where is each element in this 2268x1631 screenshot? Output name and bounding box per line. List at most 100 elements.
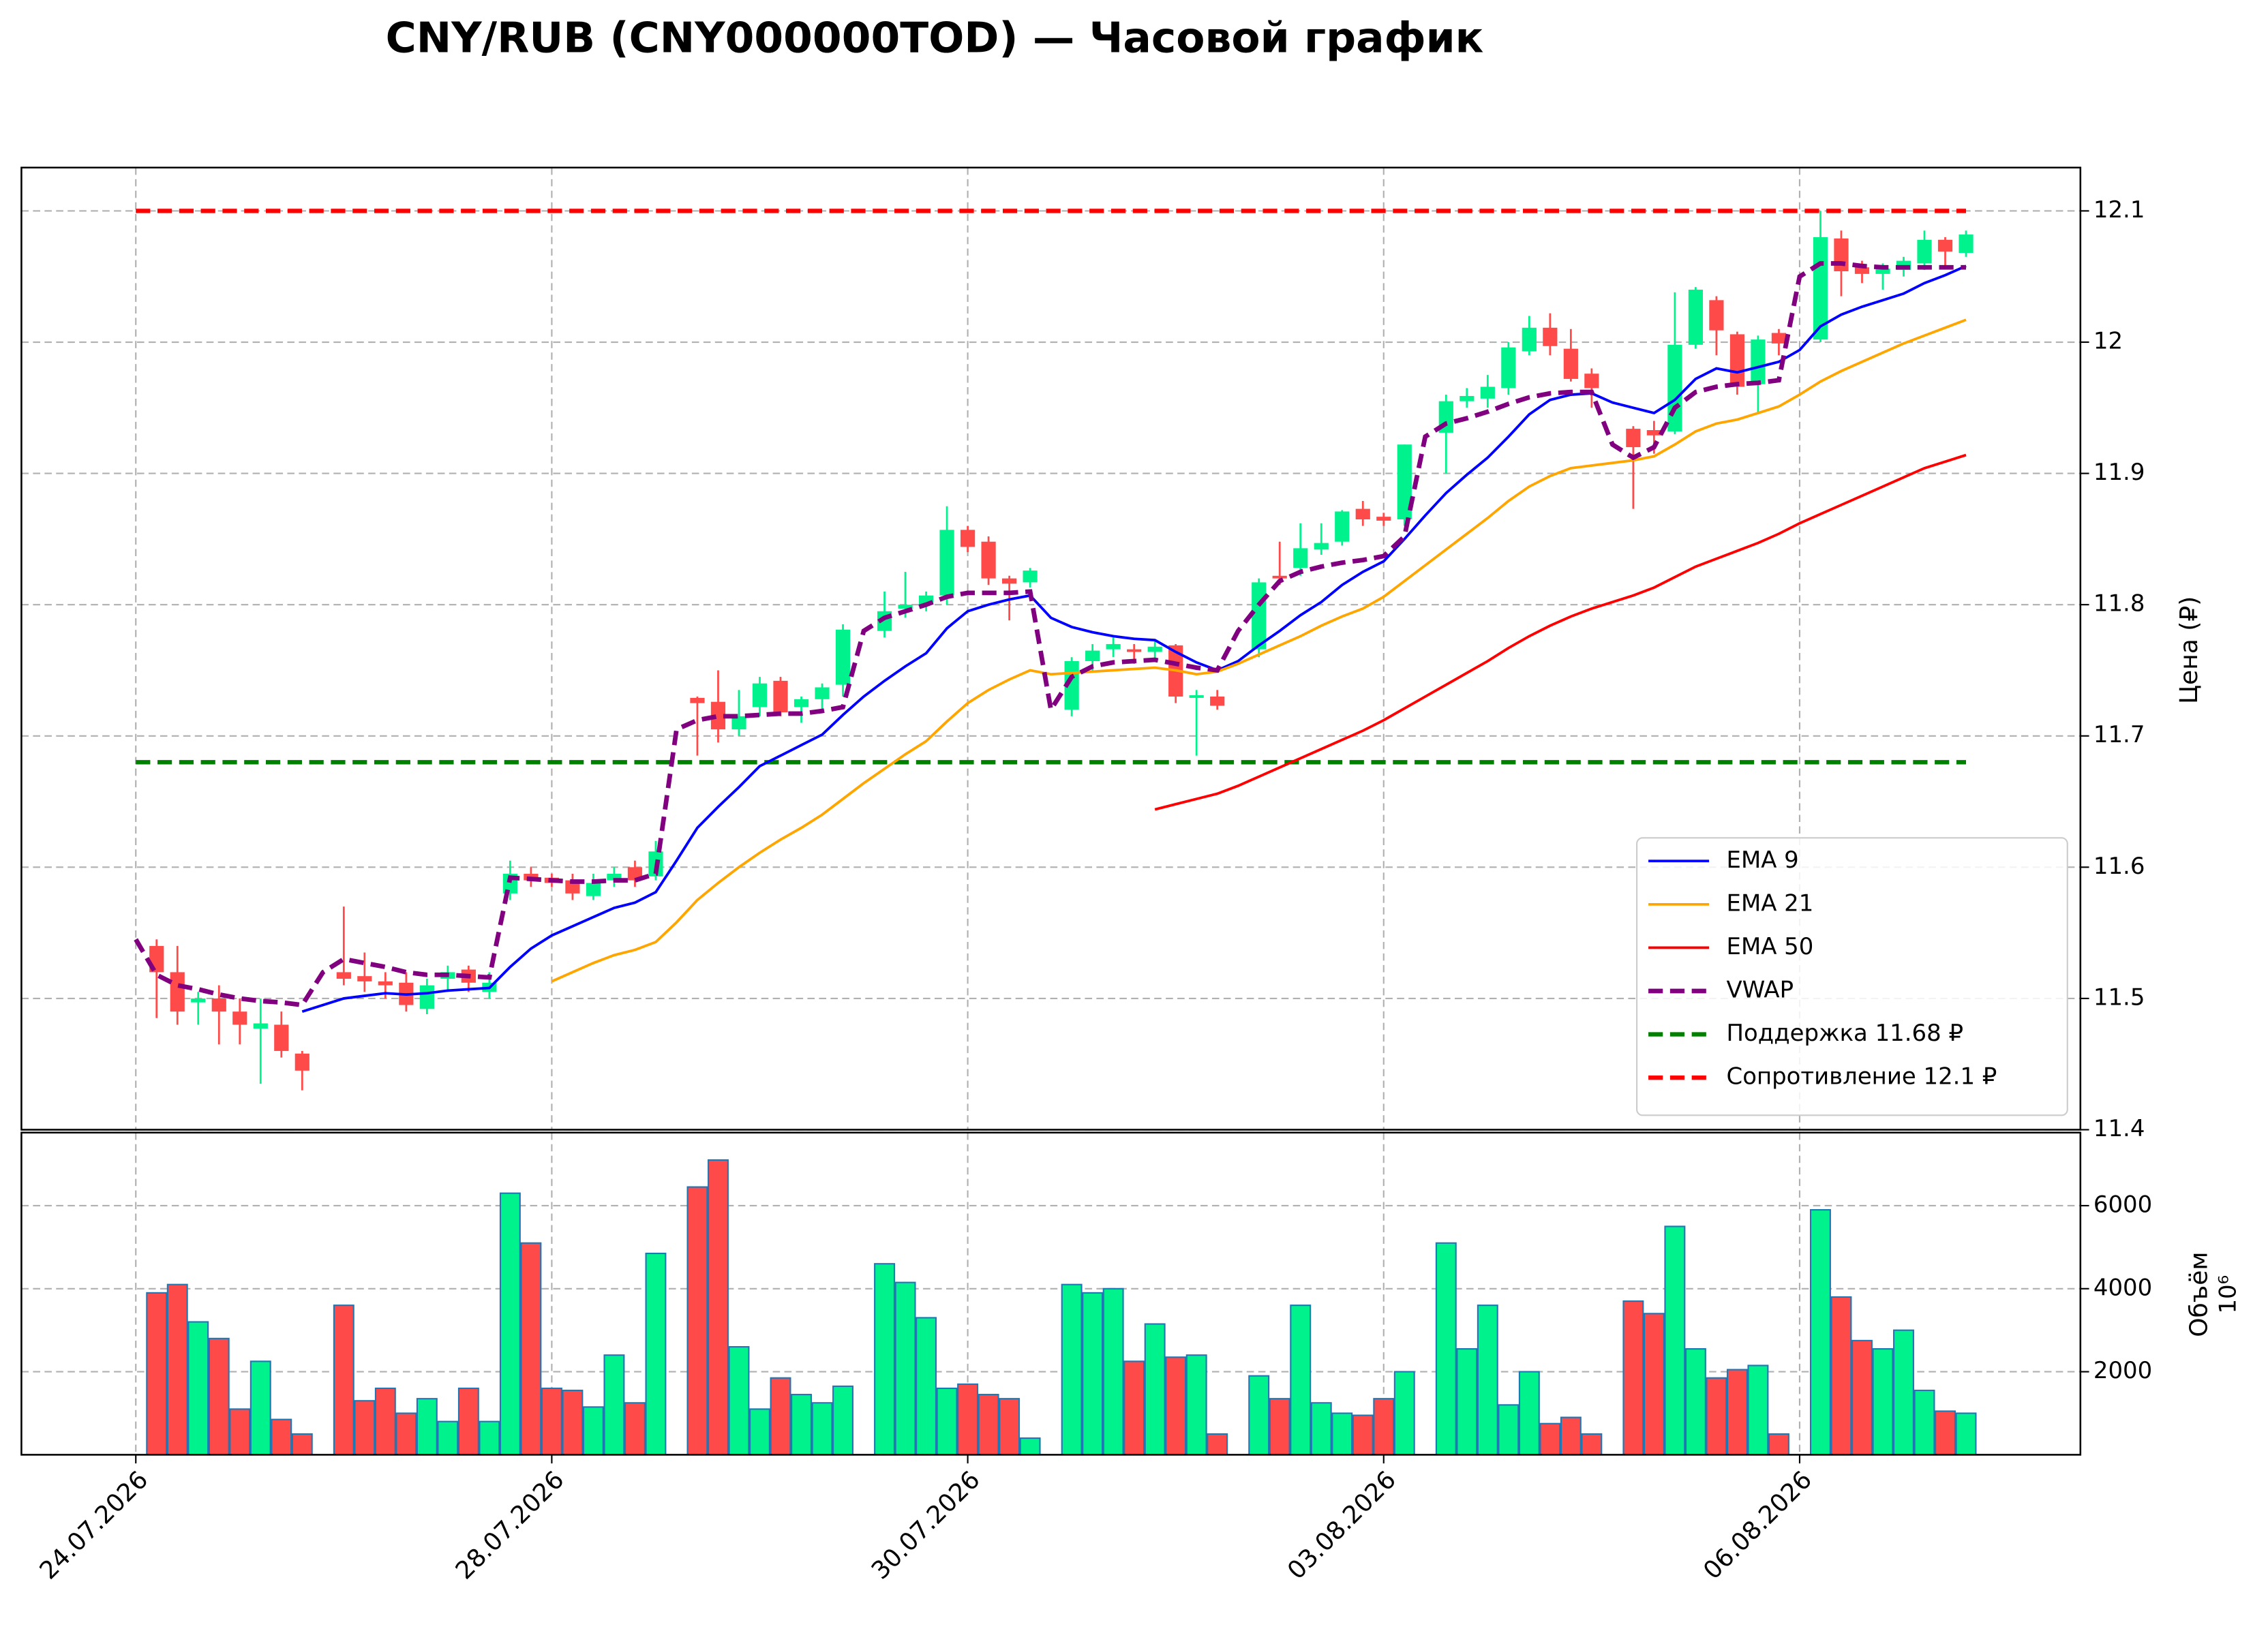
candle-body bbox=[1252, 582, 1267, 650]
candle-body bbox=[357, 976, 372, 981]
candle-body bbox=[773, 680, 788, 713]
volume-bar bbox=[416, 1398, 438, 1456]
volume-bar bbox=[1726, 1369, 1748, 1456]
y-axis-label: Цена (₽) bbox=[2175, 596, 2203, 704]
candle-body bbox=[1854, 267, 1870, 274]
volume-bar bbox=[1310, 1402, 1332, 1456]
volume-bar bbox=[770, 1377, 791, 1456]
candle-body bbox=[1646, 430, 1661, 436]
legend-label: EMA 9 bbox=[1727, 847, 1799, 873]
volume-bar bbox=[1393, 1371, 1415, 1456]
volume-bar bbox=[541, 1387, 562, 1456]
volume-bar bbox=[562, 1389, 584, 1456]
candle-body bbox=[586, 883, 601, 896]
volume-bar bbox=[1123, 1360, 1145, 1456]
volume-bar bbox=[1768, 1433, 1789, 1456]
volume-bar bbox=[479, 1420, 500, 1456]
candle-body bbox=[1501, 347, 1516, 388]
volume-bar bbox=[1269, 1398, 1290, 1456]
candle-body bbox=[898, 605, 913, 609]
volume-bar bbox=[1955, 1412, 1977, 1456]
volume-bar bbox=[1185, 1354, 1207, 1456]
candle-body bbox=[1563, 348, 1578, 379]
y-tick-label: 11.5 bbox=[2093, 984, 2145, 1010]
volume-bar bbox=[437, 1420, 459, 1456]
volume-bar bbox=[978, 1394, 999, 1456]
volume-bar bbox=[1082, 1292, 1104, 1456]
volume-bar bbox=[749, 1408, 770, 1456]
candle-body bbox=[1335, 511, 1350, 542]
candle-body bbox=[378, 981, 393, 986]
volume-bar bbox=[1331, 1412, 1353, 1456]
candle-body bbox=[191, 998, 206, 1003]
candle-body bbox=[1480, 386, 1495, 399]
indicator-line bbox=[551, 318, 1967, 983]
candle-body bbox=[211, 998, 226, 1012]
volume-bar bbox=[457, 1387, 479, 1456]
candle-body bbox=[419, 985, 434, 1009]
volume-bar bbox=[208, 1337, 230, 1456]
legend-label: EMA 21 bbox=[1727, 889, 1814, 916]
candle-body bbox=[1771, 333, 1787, 344]
volume-bar bbox=[499, 1192, 521, 1456]
candle-body bbox=[1397, 444, 1412, 519]
candle-body bbox=[960, 530, 976, 547]
candle-body bbox=[793, 699, 809, 707]
volume-bar bbox=[1498, 1404, 1519, 1456]
candle-body bbox=[1189, 695, 1204, 698]
candle-body bbox=[253, 1023, 268, 1029]
volume-bar bbox=[271, 1418, 292, 1456]
y-tick-label: 6000 bbox=[2093, 1191, 2152, 1217]
volume-bar bbox=[354, 1400, 376, 1456]
volume-bar bbox=[1061, 1283, 1083, 1456]
volume-bar bbox=[832, 1385, 854, 1456]
candle-body bbox=[1813, 237, 1828, 340]
candle-body bbox=[1751, 339, 1766, 384]
candle-body bbox=[1688, 289, 1704, 345]
volume-bar bbox=[645, 1252, 667, 1456]
candle-body bbox=[1272, 575, 1287, 579]
legend-label: VWAP bbox=[1727, 977, 1794, 1003]
candle-body bbox=[731, 716, 746, 730]
y-tick-label: 11.6 bbox=[2093, 853, 2145, 879]
y-tick-label: 11.7 bbox=[2093, 721, 2145, 748]
volume-bar bbox=[1830, 1296, 1852, 1456]
volume-bar bbox=[999, 1398, 1020, 1456]
volume-bar bbox=[1893, 1329, 1914, 1456]
volume-bar bbox=[728, 1345, 750, 1456]
volume-bar bbox=[1684, 1348, 1706, 1456]
volume-bar bbox=[374, 1387, 396, 1456]
candle-body bbox=[1584, 374, 1599, 388]
candle-body bbox=[1023, 570, 1038, 583]
candle-body bbox=[336, 972, 351, 979]
candle-body bbox=[1127, 649, 1142, 652]
volume-bar bbox=[520, 1242, 542, 1456]
y-tick-label: 11.4 bbox=[2093, 1115, 2145, 1142]
candle-body bbox=[1106, 643, 1121, 650]
volume-bar bbox=[894, 1281, 916, 1456]
volume-bar bbox=[1935, 1410, 1956, 1456]
volume-bar bbox=[1706, 1377, 1727, 1456]
chart-title: CNY/RUB (CNY000000TOD) — Часовой график bbox=[386, 14, 1484, 62]
volume-bar bbox=[1851, 1339, 1873, 1456]
volume-offset-label: 10⁶ bbox=[2215, 1275, 2241, 1314]
volume-bar bbox=[936, 1387, 958, 1456]
volume-bar bbox=[686, 1186, 708, 1456]
candle-body bbox=[1875, 269, 1890, 274]
volume-bar bbox=[333, 1305, 354, 1456]
plot-frame bbox=[20, 166, 2082, 1131]
candle-body bbox=[1937, 239, 1953, 252]
volume-bar bbox=[1560, 1416, 1582, 1456]
candle-body bbox=[1460, 395, 1475, 401]
volume-bar bbox=[1872, 1348, 1894, 1456]
candle-body bbox=[1709, 300, 1724, 331]
volume-bar bbox=[229, 1408, 251, 1456]
volume-bar bbox=[582, 1406, 604, 1456]
volume-bar bbox=[1102, 1287, 1124, 1456]
candle-body bbox=[981, 541, 996, 579]
y-tick-label: 11.9 bbox=[2093, 459, 2145, 485]
volume-bar bbox=[1373, 1398, 1395, 1456]
volume-bar bbox=[1581, 1433, 1603, 1456]
candle-body bbox=[1314, 543, 1329, 550]
candle-body bbox=[1376, 517, 1391, 521]
